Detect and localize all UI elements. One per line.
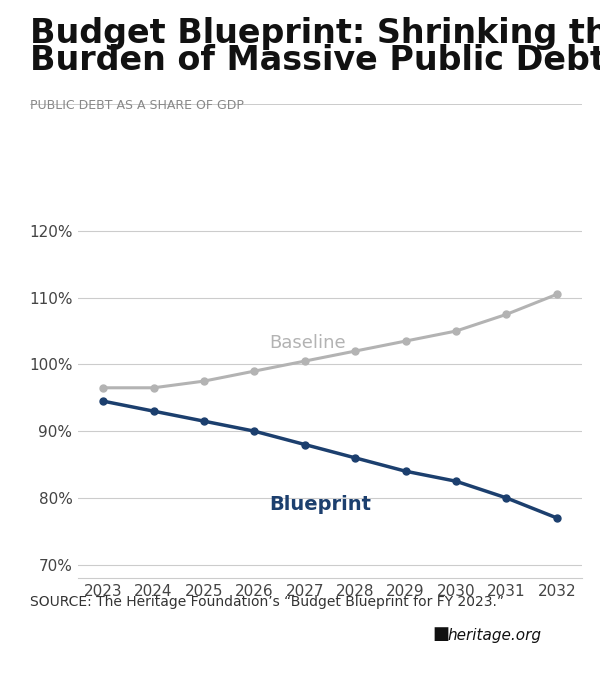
Text: Baseline: Baseline (269, 335, 346, 352)
Text: ■: ■ (432, 625, 449, 643)
Text: Blueprint: Blueprint (269, 494, 371, 513)
Text: heritage.org: heritage.org (447, 628, 541, 643)
Text: PUBLIC DEBT AS A SHARE OF GDP: PUBLIC DEBT AS A SHARE OF GDP (30, 99, 244, 112)
Text: Budget Blueprint: Shrinking the: Budget Blueprint: Shrinking the (30, 17, 600, 50)
Text: Burden of Massive Public Debt: Burden of Massive Public Debt (30, 44, 600, 78)
Text: SOURCE: The Heritage Foundation’s “Budget Blueprint for FY 2023.”: SOURCE: The Heritage Foundation’s “Budge… (30, 595, 504, 609)
